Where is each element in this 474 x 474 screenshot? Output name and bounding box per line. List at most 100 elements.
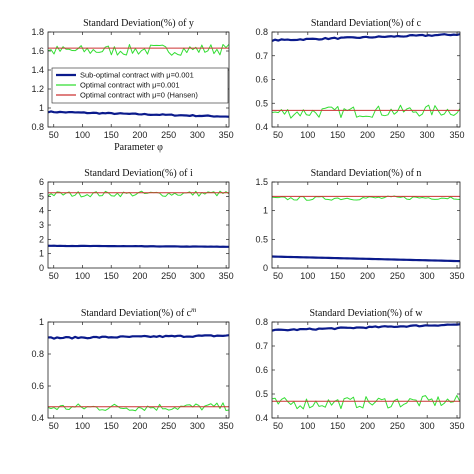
y-tick-label: 1.6 xyxy=(31,46,44,56)
x-tick-label: 150 xyxy=(330,271,345,281)
panel-2: Standard Deviation(%) of c 50 100 150 200 250… xyxy=(255,18,464,140)
x-tick-label: 350 xyxy=(219,130,234,140)
x-tick-label: 300 xyxy=(420,271,435,281)
series-line-1 xyxy=(272,33,460,43)
y-tick-label: 0.5 xyxy=(255,389,268,399)
x-axis-label: Parameter φ xyxy=(114,142,163,153)
y-tick-label: 0.5 xyxy=(255,234,268,244)
legend-label: Optimal contract with μ=0 (Hansen) xyxy=(80,91,198,100)
x-tick-label: 150 xyxy=(330,421,345,431)
x-tick-label: 200 xyxy=(360,271,375,281)
x-tick-label: 300 xyxy=(190,421,205,431)
x-tick-label: 300 xyxy=(420,130,435,140)
x-tick-label: 350 xyxy=(219,421,234,431)
y-tick-label: 1 xyxy=(39,249,44,259)
y-tick-label: 0.4 xyxy=(255,122,268,132)
panel-title: Standard Deviation(%) of y xyxy=(83,18,194,29)
y-tick-label: 1 xyxy=(263,206,268,216)
y-tick-label: 1 xyxy=(39,317,44,327)
legend-label: Sub-optimal contract with μ=0.001 xyxy=(80,71,194,80)
series-group xyxy=(48,43,229,118)
y-tick-label: 0.8 xyxy=(31,349,44,359)
x-tick-label: 350 xyxy=(450,421,465,431)
y-tick-label: 1.5 xyxy=(255,177,268,187)
x-tick-label: 300 xyxy=(190,271,205,281)
y-tick-label: 0.6 xyxy=(255,365,268,375)
x-tick-label: 200 xyxy=(132,271,147,281)
axes-box xyxy=(271,181,461,269)
axes-box xyxy=(271,321,461,419)
y-tick-label: 0.4 xyxy=(255,413,268,423)
series-line-1 xyxy=(272,323,460,332)
y-tick-label: 0 xyxy=(39,263,44,273)
x-tick-label: 50 xyxy=(49,421,59,431)
legend: Sub-optimal contract with μ=0.001Optimal… xyxy=(51,67,229,104)
y-tick-label: 2 xyxy=(39,234,44,244)
x-tick-label: 50 xyxy=(273,130,283,140)
y-tick-label: 1.4 xyxy=(31,65,44,75)
panel-title: Standard Deviation(%) of c xyxy=(311,18,422,29)
x-tick-label: 250 xyxy=(161,271,176,281)
series-group xyxy=(272,195,460,263)
x-tick-label: 250 xyxy=(390,421,405,431)
panel-title: Standard Deviation(%) of w xyxy=(309,308,423,319)
x-tick-label: 250 xyxy=(390,271,405,281)
y-tick-label: 3 xyxy=(39,220,44,230)
x-tick-label: 350 xyxy=(219,271,234,281)
series-line-2 xyxy=(272,394,460,410)
panel-title: Standard Deviation(%) of i xyxy=(84,168,193,179)
panel-title: Standard Deviation(%) of cm xyxy=(81,306,196,319)
title-superscript: m xyxy=(191,306,196,314)
x-tick-label: 50 xyxy=(49,130,59,140)
series-group xyxy=(48,190,229,248)
y-tick-label: 1.8 xyxy=(31,27,44,37)
y-tick-label: 5 xyxy=(39,191,44,201)
panel-5: Standard Deviation(%) of cm 50 100 150 200 25… xyxy=(31,306,233,431)
x-tick-label: 100 xyxy=(75,130,90,140)
series-line-1 xyxy=(48,244,229,248)
series-line-1 xyxy=(48,110,229,118)
y-tick-label: 0.5 xyxy=(255,98,268,108)
x-tick-label: 300 xyxy=(420,421,435,431)
y-tick-label: 0.7 xyxy=(255,341,268,351)
x-tick-label: 100 xyxy=(75,421,90,431)
x-tick-label: 150 xyxy=(104,271,119,281)
x-tick-label: 250 xyxy=(390,130,405,140)
y-tick-label: 0.8 xyxy=(31,122,44,132)
x-tick-label: 50 xyxy=(273,271,283,281)
y-tick-label: 0.4 xyxy=(31,413,44,423)
x-tick-label: 100 xyxy=(300,271,315,281)
y-tick-label: 1.2 xyxy=(31,84,44,94)
axes-box xyxy=(47,321,230,419)
x-tick-label: 250 xyxy=(161,421,176,431)
x-tick-label: 100 xyxy=(75,271,90,281)
y-tick-label: 4 xyxy=(39,206,44,216)
y-tick-label: 1 xyxy=(39,103,44,113)
x-tick-label: 200 xyxy=(360,421,375,431)
x-tick-label: 150 xyxy=(330,130,345,140)
x-tick-label: 50 xyxy=(273,421,283,431)
x-tick-label: 350 xyxy=(450,271,465,281)
x-tick-label: 200 xyxy=(360,130,375,140)
panel-4: Standard Deviation(%) of n 50 100 150 200 250… xyxy=(255,168,464,281)
x-tick-label: 150 xyxy=(104,421,119,431)
x-tick-label: 300 xyxy=(190,130,205,140)
series-line-2 xyxy=(48,402,229,412)
y-tick-label: 0.8 xyxy=(255,27,268,37)
legend-box xyxy=(51,67,229,104)
series-line-1 xyxy=(48,334,229,340)
x-tick-label: 50 xyxy=(49,271,59,281)
legend-label: Optimal contract with μ=0.001 xyxy=(80,81,180,90)
x-tick-label: 100 xyxy=(300,421,315,431)
series-group xyxy=(272,33,460,119)
series-line-1 xyxy=(272,255,460,263)
panel-3: Standard Deviation(%) of i50 100 150 200 250… xyxy=(39,168,234,281)
y-tick-label: 0.6 xyxy=(255,75,268,85)
panel-1: Standard Deviation(%) of y 50 100 150 200 250… xyxy=(31,18,233,153)
y-tick-label: 0.6 xyxy=(31,381,44,391)
x-tick-label: 350 xyxy=(450,130,465,140)
axes-box xyxy=(47,31,230,128)
series-line-2 xyxy=(48,43,229,56)
y-tick-label: 0.7 xyxy=(255,51,268,61)
